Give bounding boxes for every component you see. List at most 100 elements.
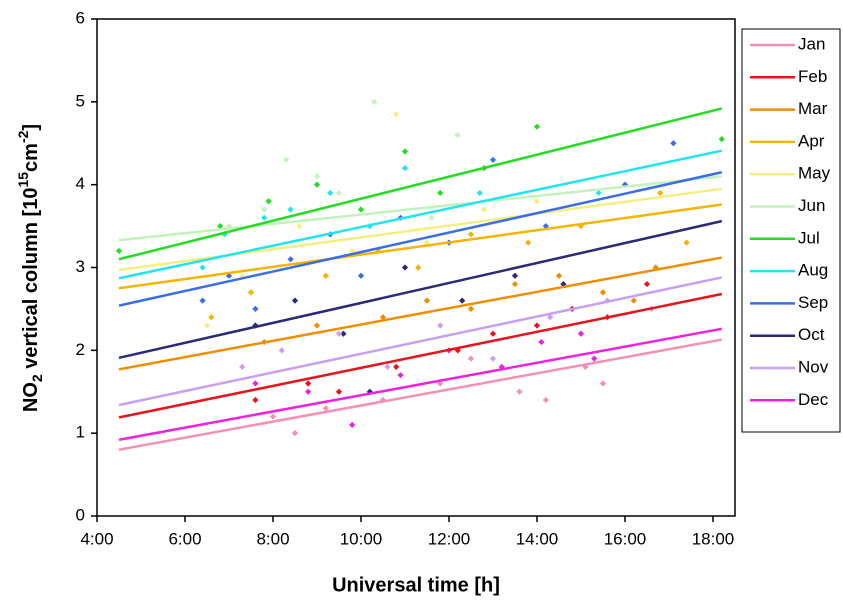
data-point	[335, 189, 343, 197]
data-point	[533, 322, 541, 329]
y-label-part: cm	[20, 143, 42, 172]
legend-label: Apr	[798, 131, 825, 150]
y-label-sup: 15	[15, 172, 31, 188]
legend-label: Aug	[798, 261, 828, 280]
data-point	[252, 380, 259, 387]
y-axis-label: NO2 vertical column [1015cm-2]	[15, 124, 45, 412]
data-point	[217, 222, 224, 230]
fit-line	[118, 327, 723, 442]
y-label-part: ]	[20, 124, 42, 131]
data-point	[577, 330, 585, 337]
data-point	[265, 198, 272, 205]
legend-label: Nov	[798, 357, 829, 376]
fit-line	[118, 219, 723, 360]
data-point	[379, 314, 387, 321]
data-point	[401, 148, 409, 155]
data-point	[533, 198, 541, 205]
fit-line	[118, 338, 723, 451]
data-point	[261, 214, 268, 221]
data-point	[401, 264, 409, 271]
data-point	[591, 355, 598, 362]
data-point	[313, 173, 321, 180]
data-point	[459, 297, 466, 304]
fit-line	[118, 171, 723, 307]
data-point	[305, 380, 312, 387]
fit-line	[118, 276, 723, 407]
data-point	[384, 363, 391, 371]
x-tick-label: 10:00	[340, 529, 383, 548]
fit-line	[118, 149, 723, 280]
data-point	[415, 264, 422, 271]
data-point	[397, 372, 404, 379]
data-point	[287, 206, 294, 213]
data-point	[630, 297, 637, 304]
data-point	[476, 189, 483, 197]
data-point	[203, 322, 211, 329]
data-point	[322, 405, 329, 412]
data-point	[401, 164, 409, 172]
data-point	[313, 181, 321, 188]
y-tick-label: 2	[76, 340, 85, 359]
data-point	[335, 330, 343, 337]
legend	[741, 28, 841, 433]
y-tick-label: 4	[76, 174, 85, 193]
data-point	[252, 305, 259, 313]
data-point	[239, 363, 246, 371]
data-point	[467, 305, 475, 313]
x-tick-label: 8:00	[256, 529, 289, 548]
data-point	[335, 388, 343, 395]
data-point	[247, 289, 255, 296]
data-point	[371, 98, 378, 105]
data-point	[283, 156, 290, 163]
data-point	[437, 189, 444, 197]
data-point	[278, 347, 285, 354]
data-point	[199, 297, 206, 304]
y-tick-label: 3	[76, 257, 85, 276]
data-point	[670, 140, 677, 147]
data-point	[252, 396, 259, 404]
y-label-part: vertical column [10	[20, 188, 42, 375]
data-point	[287, 256, 294, 263]
fit-line	[118, 175, 722, 242]
data-point	[313, 322, 321, 329]
fit-line	[118, 107, 723, 261]
data-point	[467, 355, 475, 362]
data-point	[542, 396, 549, 404]
data-point	[349, 421, 356, 428]
legend-label: Mar	[798, 99, 828, 118]
data-point	[489, 355, 497, 362]
data-point	[489, 156, 497, 163]
data-point	[525, 239, 532, 246]
data-point	[340, 330, 347, 337]
legend-label: Feb	[798, 67, 827, 86]
data-point	[296, 222, 303, 230]
x-tick-label: 14:00	[516, 529, 559, 548]
data-point	[657, 189, 664, 197]
x-tick-label: 16:00	[604, 529, 647, 548]
data-point	[291, 297, 299, 304]
legend-label: Jun	[798, 196, 825, 215]
data-point	[208, 314, 215, 321]
data-point	[357, 206, 365, 213]
data-point	[393, 111, 400, 118]
data-point	[291, 430, 299, 437]
data-point	[115, 247, 123, 255]
legend-label: Jul	[798, 228, 820, 247]
data-point	[327, 189, 334, 197]
data-point	[511, 272, 519, 279]
fit-line	[118, 256, 723, 371]
legend-label: Sep	[798, 293, 828, 312]
y-tick-label: 0	[76, 505, 85, 524]
data-point	[357, 272, 365, 279]
x-axis-label: Universal time [h]	[332, 574, 500, 596]
data-point	[269, 413, 277, 420]
legend-label: Oct	[798, 325, 825, 344]
legend-label: May	[798, 164, 831, 183]
fit-line	[118, 203, 722, 290]
data-point	[393, 363, 400, 371]
x-tick-label: 6:00	[168, 529, 201, 548]
y-label-sup: -2	[15, 130, 31, 143]
y-tick-label: 1	[76, 423, 85, 442]
data-point	[643, 280, 651, 288]
